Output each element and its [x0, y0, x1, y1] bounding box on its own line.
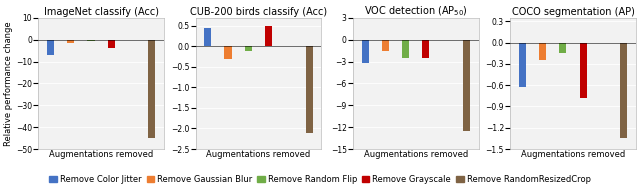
Bar: [225, 46, 232, 59]
Title: ImageNet classify (Acc): ImageNet classify (Acc): [44, 7, 159, 17]
Bar: [620, 43, 627, 138]
Bar: [88, 40, 95, 41]
Bar: [244, 46, 252, 51]
Bar: [67, 40, 74, 43]
X-axis label: Augmentations removed: Augmentations removed: [206, 150, 310, 159]
Bar: [422, 40, 429, 58]
Bar: [47, 40, 54, 55]
Bar: [382, 40, 389, 51]
Bar: [559, 43, 566, 53]
Bar: [539, 43, 546, 60]
X-axis label: Augmentations removed: Augmentations removed: [364, 150, 468, 159]
Bar: [362, 40, 369, 63]
X-axis label: Augmentations removed: Augmentations removed: [521, 150, 625, 159]
Title: VOC detection (AP$_{50}$): VOC detection (AP$_{50}$): [364, 4, 468, 18]
Bar: [519, 43, 526, 87]
Legend: Remove Color Jitter, Remove Gaussian Blur, Remove Random Flip, Remove Grayscale,: Remove Color Jitter, Remove Gaussian Blu…: [49, 175, 591, 184]
Bar: [204, 28, 211, 46]
Y-axis label: Relative performance change: Relative performance change: [4, 21, 13, 146]
Title: COCO segmentation (AP): COCO segmentation (AP): [511, 7, 634, 17]
Title: CUB-200 birds classify (Acc): CUB-200 birds classify (Acc): [190, 7, 327, 17]
Bar: [580, 43, 587, 98]
X-axis label: Augmentations removed: Augmentations removed: [49, 150, 153, 159]
Bar: [265, 26, 272, 46]
Bar: [402, 40, 409, 58]
Bar: [305, 46, 312, 133]
Bar: [463, 40, 470, 131]
Bar: [108, 40, 115, 48]
Bar: [148, 40, 156, 138]
